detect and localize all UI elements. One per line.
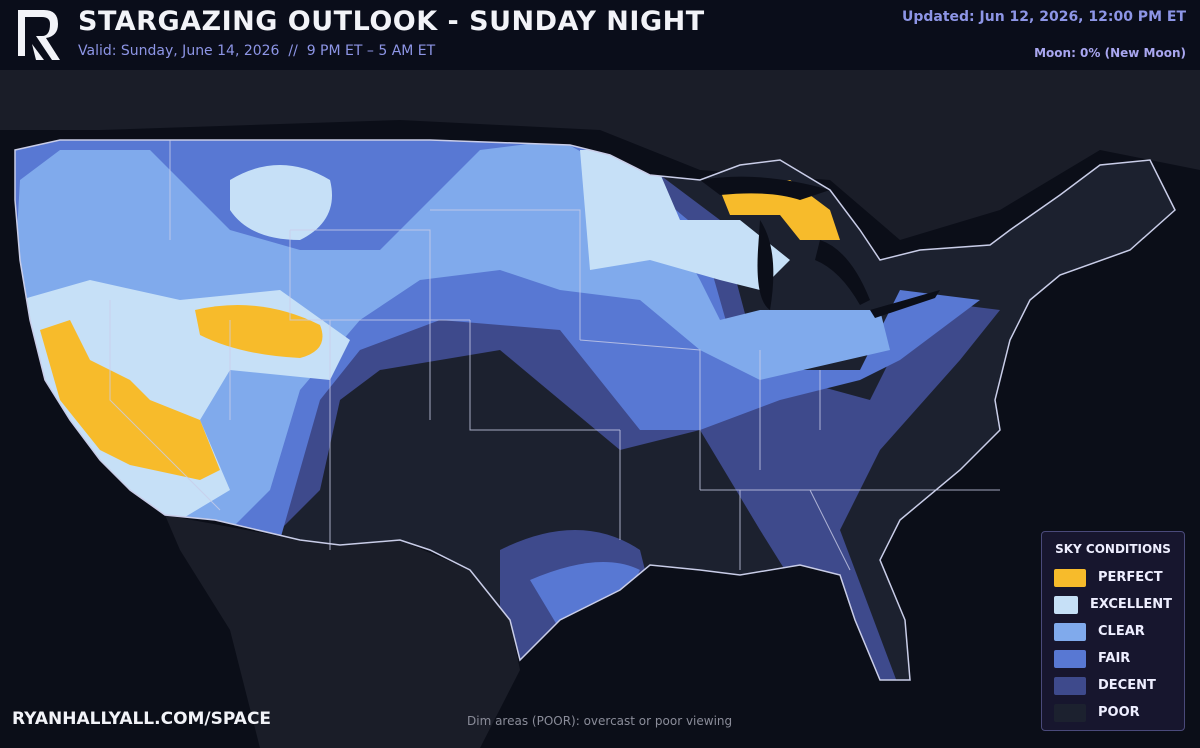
legend-item: EXCELLENT	[1054, 591, 1172, 618]
subtitle: Valid: Sunday, June 14, 2026 // 9 PM ET …	[78, 43, 436, 59]
legend-label: CLEAR	[1098, 624, 1145, 639]
lake-erie	[870, 290, 940, 318]
legend-label: PERFECT	[1098, 570, 1163, 585]
zone-perfect	[195, 305, 323, 358]
updated: Updated: Jun 12, 2026, 12:00 PM ET	[901, 9, 1186, 25]
legend-item: CLEAR	[1054, 618, 1172, 645]
title: STARGAZING OUTLOOK - SUNDAY NIGHT	[78, 6, 705, 37]
canada	[0, 70, 1200, 240]
legend-swatch	[1054, 676, 1086, 695]
zone-excellent	[580, 150, 790, 290]
legend-label: POOR	[1098, 705, 1140, 720]
header: STARGAZING OUTLOOK - SUNDAY NIGHT Valid:…	[0, 0, 1200, 70]
lake-huron	[815, 240, 870, 305]
mexico	[165, 515, 520, 748]
map	[0, 70, 1200, 748]
lake-michigan	[757, 220, 774, 310]
site-url: RYANHALLYALL.COM/SPACE	[12, 709, 272, 729]
legend-swatch	[1054, 622, 1086, 641]
legend-swatch	[1054, 649, 1086, 668]
logo	[18, 10, 60, 60]
footnote: Dim areas (POOR): overcast or poor viewi…	[467, 714, 733, 728]
moon-phase: Moon: 0% (New Moon)	[1034, 46, 1186, 60]
lake-superior	[700, 176, 830, 200]
legend-swatch	[1054, 703, 1086, 722]
zone-perfect	[40, 320, 220, 480]
legend-swatch	[1054, 568, 1086, 587]
zone-excellent	[230, 165, 332, 240]
legend-label: EXCELLENT	[1089, 597, 1172, 612]
legend-item: DECENT	[1054, 672, 1172, 699]
legend-item: FAIR	[1054, 645, 1172, 672]
zone-fair	[530, 562, 640, 630]
legend-label: DECENT	[1098, 678, 1156, 693]
legend-item: POOR	[1054, 699, 1172, 726]
legend-items: PERFECT EXCELLENT CLEAR FAIR DECENT POOR	[1054, 564, 1172, 726]
legend-label: FAIR	[1098, 651, 1131, 666]
state-lines	[109, 140, 1000, 571]
legend-title: SKY CONDITIONS	[1055, 542, 1171, 556]
legend: SKY CONDITIONS PERFECT EXCELLENT CLEAR FAIR…	[1041, 531, 1185, 731]
legend-swatch	[1054, 595, 1078, 614]
legend-item: PERFECT	[1054, 564, 1172, 591]
